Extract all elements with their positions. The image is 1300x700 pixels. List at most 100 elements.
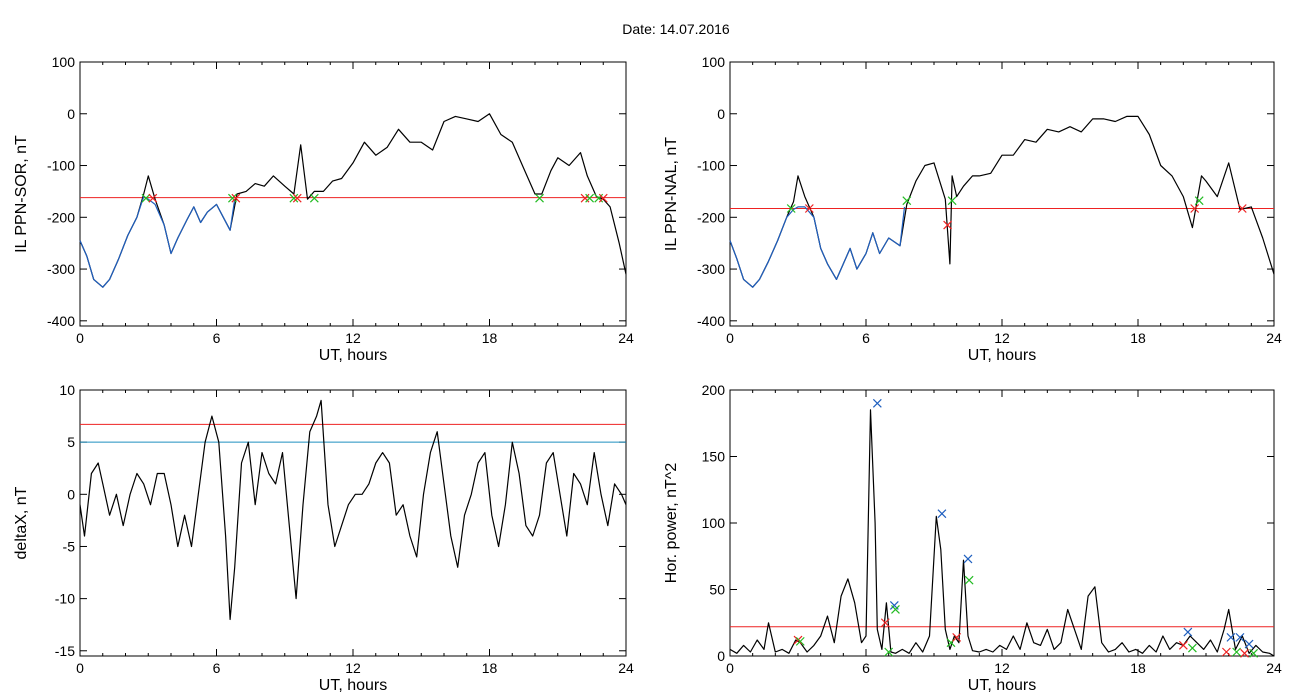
x-axis-label: UT, hours <box>968 677 1036 694</box>
plot-frame <box>729 61 1275 327</box>
x-marker <box>1240 648 1249 658</box>
x-marker <box>1232 647 1242 657</box>
y-axis-label: Hor. power, nT^2 <box>663 463 680 584</box>
x-marker <box>1226 632 1236 642</box>
x-marker <box>884 647 894 657</box>
x-tick-label: 6 <box>862 660 870 676</box>
chart-panel-3: 0 6 12 18 24 -15 -10 -5 0 5 10 UT, hours deltaX, nT <box>13 382 634 694</box>
series-line <box>729 115 1275 288</box>
x-tick-label: 24 <box>618 330 634 346</box>
x-marker <box>580 193 590 203</box>
plot-frame <box>79 61 627 327</box>
x-marker <box>786 204 796 213</box>
x-tick-label: 24 <box>1266 330 1282 346</box>
x-marker <box>228 193 237 203</box>
x-marker <box>1178 640 1188 650</box>
x-tick-label: 0 <box>76 330 84 346</box>
x-tick-label: 18 <box>482 660 498 676</box>
plot-frame <box>729 389 1275 657</box>
series-line <box>79 196 236 288</box>
x-marker <box>1183 627 1193 637</box>
x-marker <box>1190 204 1200 213</box>
x-marker <box>793 635 803 645</box>
x-tick-label: 18 <box>1130 330 1146 346</box>
x-marker <box>1235 632 1245 642</box>
x-marker <box>1237 204 1247 213</box>
y-tick-label: -400 <box>47 313 75 329</box>
series-line <box>79 113 627 288</box>
y-tick-label: 100 <box>702 54 726 70</box>
x-marker <box>289 193 299 203</box>
x-marker <box>902 196 912 206</box>
figure-title: Date: 14.07.2016 <box>622 21 730 37</box>
x-tick-label: 18 <box>1130 660 1146 676</box>
x-marker <box>231 193 241 203</box>
x-marker <box>804 204 814 213</box>
x-marker <box>292 193 302 203</box>
y-tick-label: 200 <box>702 382 726 398</box>
x-marker <box>141 193 151 203</box>
y-tick-label: 150 <box>702 449 726 465</box>
y-tick-label: -300 <box>697 261 725 277</box>
y-tick-label: -200 <box>47 209 75 225</box>
x-tick-label: 6 <box>862 330 870 346</box>
y-tick-label: 50 <box>709 582 725 598</box>
x-marker <box>535 193 544 203</box>
x-marker <box>1221 647 1231 657</box>
x-marker <box>1187 643 1197 653</box>
x-marker <box>937 509 947 519</box>
x-marker <box>309 193 319 203</box>
y-tick-label: -200 <box>697 209 725 225</box>
chart-panel-2: 0 6 12 18 24 -400 -300 -200 -100 0 100 UT, hours IL … <box>663 54 1282 364</box>
y-tick-label: 100 <box>702 515 726 531</box>
x-tick-label: 12 <box>994 660 1010 676</box>
x-axis-label: UT, hours <box>319 347 387 364</box>
x-marker <box>148 193 158 203</box>
y-tick-label: -400 <box>697 313 725 329</box>
x-marker <box>872 398 882 408</box>
x-tick-label: 24 <box>1266 660 1282 676</box>
y-tick-label: -300 <box>47 261 75 277</box>
x-tick-label: 6 <box>213 660 221 676</box>
x-tick-label: 12 <box>994 330 1010 346</box>
x-tick-label: 6 <box>213 330 221 346</box>
series-line <box>729 206 906 288</box>
y-tick-label: 0 <box>67 106 75 122</box>
y-tick-label: 0 <box>717 648 725 664</box>
y-tick-label: 0 <box>67 486 75 502</box>
y-axis-label: IL PPN-SOR, nT <box>13 135 30 253</box>
chart-panel-4: 0 6 12 18 24 0 50 100 150 200 UT, hours Hor. power,… <box>663 382 1282 694</box>
y-axis-label: IL PPN-NAL, nT <box>663 137 680 251</box>
x-axis-label: UT, hours <box>968 347 1036 364</box>
x-marker <box>1194 196 1204 206</box>
x-tick-label: 0 <box>726 660 734 676</box>
chart-panel-1: 0 6 12 18 24 -400 -300 -200 -100 0 100 UT, hours IL … <box>13 54 634 364</box>
x-marker <box>1244 639 1254 649</box>
y-tick-label: -5 <box>63 538 76 554</box>
x-tick-label: 0 <box>76 660 84 676</box>
x-tick-label: 12 <box>345 330 361 346</box>
x-tick-label: 18 <box>482 330 498 346</box>
x-marker <box>585 193 595 203</box>
series-line <box>79 399 627 621</box>
x-marker <box>952 632 962 642</box>
x-marker <box>1249 648 1259 658</box>
y-tick-label: -100 <box>697 158 725 174</box>
x-marker <box>943 220 953 230</box>
y-axis-label: deltaX, nT <box>13 486 30 559</box>
x-marker <box>598 193 608 203</box>
x-axis-label: UT, hours <box>319 677 387 694</box>
x-marker <box>795 636 805 646</box>
x-marker <box>880 618 890 628</box>
x-marker <box>947 196 957 206</box>
x-marker <box>963 554 973 564</box>
plot-frame <box>79 389 627 657</box>
y-tick-label: 100 <box>52 54 76 70</box>
y-tick-label: 0 <box>717 106 725 122</box>
series-line <box>729 409 1275 657</box>
x-tick-label: 0 <box>726 330 734 346</box>
x-marker <box>891 605 900 614</box>
y-tick-label: 10 <box>59 382 75 398</box>
